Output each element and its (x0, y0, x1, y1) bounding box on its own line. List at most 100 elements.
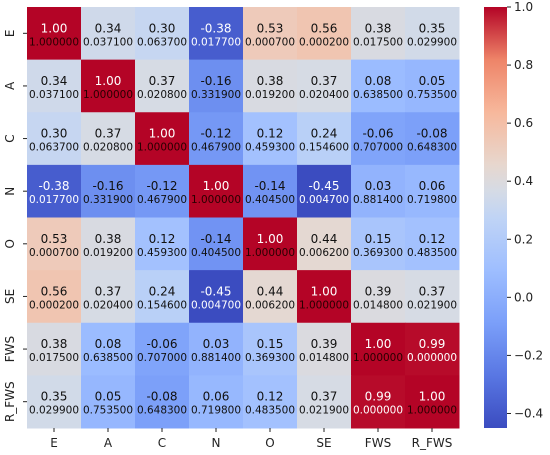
heatmap-cell (405, 112, 460, 166)
cell-p-value-label: 0.000000 (407, 352, 457, 364)
heatmap-cell (243, 7, 298, 61)
cell-correlation-label: 0.38 (41, 337, 68, 351)
cell-correlation-label: 1.00 (419, 390, 446, 404)
cell-p-value-label: 0.017500 (353, 36, 403, 48)
cell-p-value-label: 0.000700 (245, 36, 295, 48)
cell-correlation-label: 0.24 (149, 284, 176, 298)
heatmap-cell (243, 375, 298, 429)
cell-p-value-label: 0.017500 (29, 352, 79, 364)
cell-correlation-label: 0.34 (95, 21, 122, 35)
heatmap-cell (243, 112, 298, 166)
heatmap-cell (243, 322, 298, 376)
cell-p-value-label: 0.000700 (29, 247, 79, 259)
cell-p-value-label: 0.029900 (29, 405, 79, 417)
cell-p-value-label: 0.459300 (245, 142, 295, 154)
cell-p-value-label: 0.014800 (299, 352, 349, 364)
cell-correlation-label: 0.03 (203, 337, 230, 351)
heatmap-cell (405, 59, 460, 113)
cell-correlation-label: 0.30 (149, 21, 176, 35)
heatmap-cell (27, 164, 82, 218)
cell-p-value-label: 0.404500 (191, 247, 241, 259)
cell-correlation-label: 0.37 (311, 74, 338, 88)
x-tick-label: FWS (365, 436, 391, 450)
heatmap-cell (297, 375, 352, 429)
cell-correlation-label: 1.00 (311, 284, 338, 298)
heatmap-cell (351, 270, 406, 324)
cell-correlation-label: -0.38 (38, 179, 69, 193)
cell-correlation-label: -0.08 (416, 127, 447, 141)
colorbar-tick-label: −0.2 (514, 348, 543, 362)
heatmap-cell (405, 7, 460, 61)
cell-p-value-label: 0.638500 (353, 89, 403, 101)
y-tick-label: N (3, 187, 17, 196)
x-tick-label: E (50, 436, 58, 450)
cell-p-value-label: 0.014800 (353, 299, 403, 311)
cell-p-value-label: 0.021900 (407, 299, 457, 311)
heatmap-cell (297, 322, 352, 376)
heatmap-cell (81, 7, 136, 61)
cell-p-value-label: 0.719800 (191, 405, 241, 417)
cell-p-value-label: 0.037100 (83, 36, 133, 48)
cell-correlation-label: 0.38 (365, 21, 392, 35)
heatmap-cell (297, 270, 352, 324)
cell-correlation-label: 0.35 (41, 390, 68, 404)
heatmap-cell (189, 217, 244, 271)
x-tick-label: N (212, 436, 221, 450)
cell-p-value-label: 0.020800 (137, 89, 187, 101)
cell-correlation-label: 0.05 (95, 390, 122, 404)
heatmap-cell (351, 375, 406, 429)
cell-correlation-label: 0.06 (203, 390, 230, 404)
y-tick-label: C (3, 134, 17, 142)
cell-correlation-label: 0.38 (95, 232, 122, 246)
colorbar (484, 7, 507, 428)
cell-p-value-label: 0.063700 (29, 142, 79, 154)
cell-p-value-label: 0.020400 (299, 89, 349, 101)
cell-p-value-label: 0.638500 (83, 352, 133, 364)
heatmap-cell (405, 217, 460, 271)
heatmap-cell (297, 59, 352, 113)
colorbar-gradient (484, 7, 507, 428)
colorbar-tick-label: 0.2 (514, 232, 533, 246)
cell-p-value-label: 1.000000 (83, 89, 133, 101)
cell-p-value-label: 0.154600 (137, 299, 187, 311)
cell-p-value-label: 0.021900 (299, 405, 349, 417)
cell-correlation-label: 0.53 (41, 232, 68, 246)
cell-p-value-label: 1.000000 (407, 405, 457, 417)
cell-correlation-label: 1.00 (203, 179, 230, 193)
heatmap-cell (135, 375, 190, 429)
cell-p-value-label: 0.369300 (353, 247, 403, 259)
cell-correlation-label: -0.12 (200, 127, 231, 141)
colorbar-tick-label: 0.4 (514, 174, 533, 188)
x-tick-label: R_FWS (412, 436, 453, 450)
cell-correlation-label: 0.24 (311, 127, 338, 141)
colorbar-tick-label: −0.4 (514, 406, 543, 420)
heatmap-cell (135, 322, 190, 376)
cell-correlation-label: 0.12 (419, 232, 446, 246)
heatmap-cell (189, 59, 244, 113)
cell-correlation-label: 0.38 (257, 74, 284, 88)
colorbar-tick-label: 1.0 (514, 0, 533, 14)
cell-correlation-label: 1.00 (41, 21, 68, 35)
cell-p-value-label: 0.753500 (83, 405, 133, 417)
heatmap-cell (405, 322, 460, 376)
cell-p-value-label: 0.881400 (353, 194, 403, 206)
cell-correlation-label: 0.99 (419, 337, 446, 351)
heatmap-cell (81, 112, 136, 166)
heatmap-cell (351, 322, 406, 376)
x-tick-label: A (104, 436, 113, 450)
x-axis-ticks: E A C N O SE FWS R_FWS (50, 428, 452, 450)
heatmap-cell (351, 164, 406, 218)
cell-p-value-label: 1.000000 (245, 247, 295, 259)
cell-correlation-label: -0.08 (146, 390, 177, 404)
cell-p-value-label: 0.648300 (137, 405, 187, 417)
heatmap-cell (27, 7, 82, 61)
cell-p-value-label: 0.154600 (299, 142, 349, 154)
cell-correlation-label: 0.12 (257, 127, 284, 141)
cell-p-value-label: 1.000000 (353, 352, 403, 364)
cell-correlation-label: 0.34 (41, 74, 68, 88)
x-tick-label: SE (316, 436, 331, 450)
heatmap-cell (27, 322, 82, 376)
cell-p-value-label: 0.707000 (137, 352, 187, 364)
heatmap-cell (405, 164, 460, 218)
cell-p-value-label: 0.719800 (407, 194, 457, 206)
